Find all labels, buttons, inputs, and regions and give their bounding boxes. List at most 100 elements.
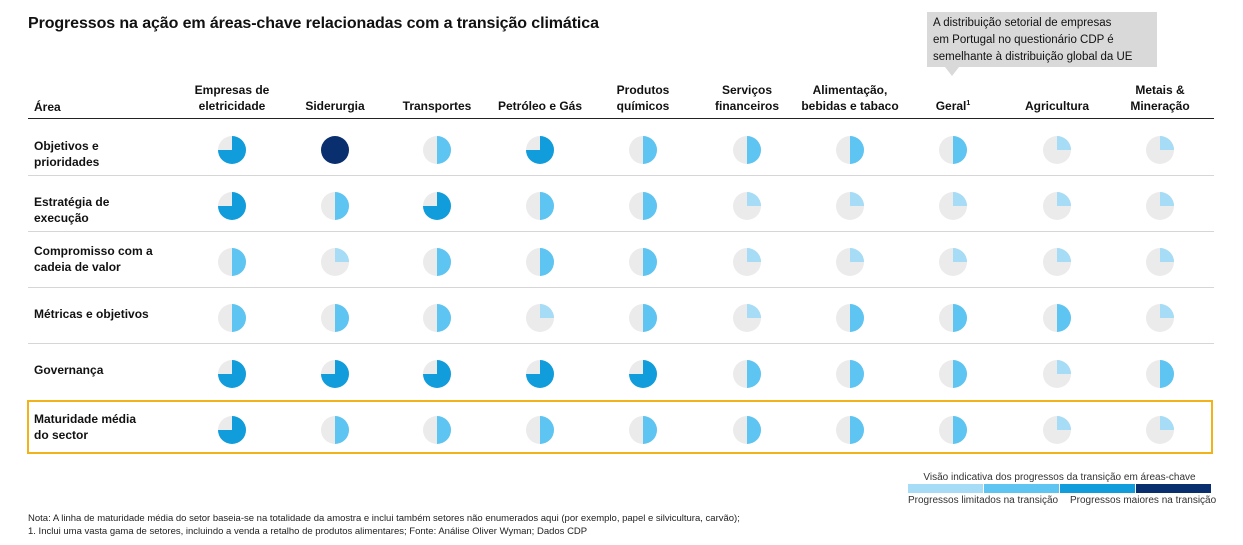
- harvey-ball: [1043, 136, 1071, 164]
- harvey-ball-background: [218, 248, 246, 276]
- harvey-ball-fill: [643, 304, 657, 332]
- harvey-ball-fill: [1057, 192, 1071, 206]
- harvey-ball: [526, 360, 554, 388]
- callout-box: A distribuição setorial de empresas em P…: [927, 12, 1157, 67]
- row-label-line: Maturidade média: [34, 412, 137, 426]
- harvey-ball: [423, 192, 451, 220]
- harvey-ball-fill: [1160, 192, 1174, 206]
- harvey-ball-fill: [526, 360, 554, 388]
- column-header: Geral1: [936, 96, 971, 114]
- row-divider: [28, 231, 1214, 232]
- harvey-ball: [836, 136, 864, 164]
- harvey-ball-fill: [1057, 360, 1071, 374]
- harvey-ball-fill: [953, 360, 967, 388]
- harvey-ball: [1043, 304, 1071, 332]
- harvey-ball-background: [939, 136, 967, 164]
- harvey-ball-background: [526, 304, 554, 332]
- harvey-ball-background: [321, 304, 349, 332]
- harvey-ball: [733, 192, 761, 220]
- harvey-ball-fill: [437, 248, 451, 276]
- column-header: Empresas de eletricidade: [195, 82, 270, 114]
- harvey-ball: [733, 360, 761, 388]
- column-header-line: Produtos: [616, 83, 670, 97]
- harvey-ball-fill: [850, 360, 864, 388]
- harvey-ball-background: [1043, 360, 1071, 388]
- harvey-ball-background: [218, 360, 246, 388]
- harvey-ball-background: [836, 360, 864, 388]
- harvey-ball-fill: [335, 248, 349, 262]
- harvey-ball: [836, 248, 864, 276]
- column-header-line: financeiros: [714, 99, 780, 113]
- row-label: Compromisso com a cadeia de valor: [34, 243, 164, 275]
- harvey-ball-fill: [850, 248, 864, 262]
- column-header: Serviços financeiros: [715, 82, 779, 114]
- harvey-ball-background: [629, 360, 657, 388]
- harvey-ball: [1043, 248, 1071, 276]
- harvey-ball-fill: [747, 304, 761, 318]
- harvey-ball-fill: [1160, 248, 1174, 262]
- harvey-ball-fill: [1057, 248, 1071, 262]
- harvey-ball: [1043, 360, 1071, 388]
- harvey-ball: [733, 136, 761, 164]
- harvey-ball-fill: [953, 136, 967, 164]
- row-divider: [28, 343, 1214, 344]
- harvey-ball-fill: [335, 304, 349, 332]
- harvey-ball-fill: [1057, 136, 1071, 150]
- harvey-ball-fill: [321, 136, 349, 164]
- harvey-ball-fill: [953, 192, 967, 206]
- harvey-ball: [321, 248, 349, 276]
- harvey-ball-fill: [540, 248, 554, 276]
- callout-line: em Portugal no questionário CDP é: [933, 34, 1114, 46]
- harvey-ball-fill: [850, 136, 864, 164]
- column-header-line: Geral1: [935, 99, 971, 113]
- column-header: Siderurgia: [305, 98, 364, 114]
- harvey-ball: [218, 192, 246, 220]
- harvey-ball-background: [423, 248, 451, 276]
- average-maturity-highlight: [27, 400, 1213, 454]
- harvey-ball-background: [526, 192, 554, 220]
- harvey-ball: [629, 304, 657, 332]
- harvey-ball-background: [1043, 248, 1071, 276]
- harvey-ball: [423, 304, 451, 332]
- harvey-ball-background: [1146, 360, 1174, 388]
- harvey-ball-fill: [747, 136, 761, 164]
- harvey-ball-fill: [1057, 304, 1071, 332]
- column-header-line: eletricidade: [198, 99, 266, 113]
- harvey-ball-background: [733, 304, 761, 332]
- harvey-ball-background: [836, 192, 864, 220]
- column-header-row: Área Empresas de eletricidade Siderurgia Tr…: [28, 80, 1214, 116]
- harvey-ball-fill: [850, 304, 864, 332]
- row-label-line: cadeia de valor: [34, 260, 121, 274]
- harvey-ball-background: [733, 360, 761, 388]
- harvey-ball-background: [423, 192, 451, 220]
- area-header: Área: [34, 100, 61, 114]
- harvey-ball-fill: [953, 304, 967, 332]
- harvey-ball-background: [629, 304, 657, 332]
- harvey-ball: [939, 192, 967, 220]
- harvey-ball: [321, 136, 349, 164]
- harvey-ball-background: [629, 192, 657, 220]
- harvey-ball: [218, 360, 246, 388]
- harvey-ball-fill: [437, 136, 451, 164]
- column-header-line: Petróleo e Gás: [497, 99, 583, 113]
- harvey-ball: [629, 136, 657, 164]
- harvey-ball: [423, 360, 451, 388]
- harvey-ball: [321, 304, 349, 332]
- legend-high-label: Progressos maiores na transição: [1070, 495, 1217, 506]
- harvey-ball: [526, 136, 554, 164]
- column-header: Produtos químicos: [617, 82, 670, 114]
- row-label-line: do sector: [34, 428, 89, 442]
- harvey-ball-fill: [437, 304, 451, 332]
- harvey-ball-fill: [1160, 136, 1174, 150]
- harvey-ball: [218, 304, 246, 332]
- column-header: Transportes: [403, 98, 472, 114]
- harvey-ball-fill: [218, 136, 246, 164]
- column-header-line: Mineração: [1130, 99, 1190, 113]
- legend-low-label: Progressos limitados na transição: [908, 495, 1059, 506]
- row-label: Governança: [34, 362, 164, 378]
- harvey-ball: [526, 192, 554, 220]
- harvey-ball-background: [939, 360, 967, 388]
- row-label: Maturidade média do sector: [34, 411, 164, 443]
- harvey-ball: [218, 248, 246, 276]
- harvey-ball: [836, 360, 864, 388]
